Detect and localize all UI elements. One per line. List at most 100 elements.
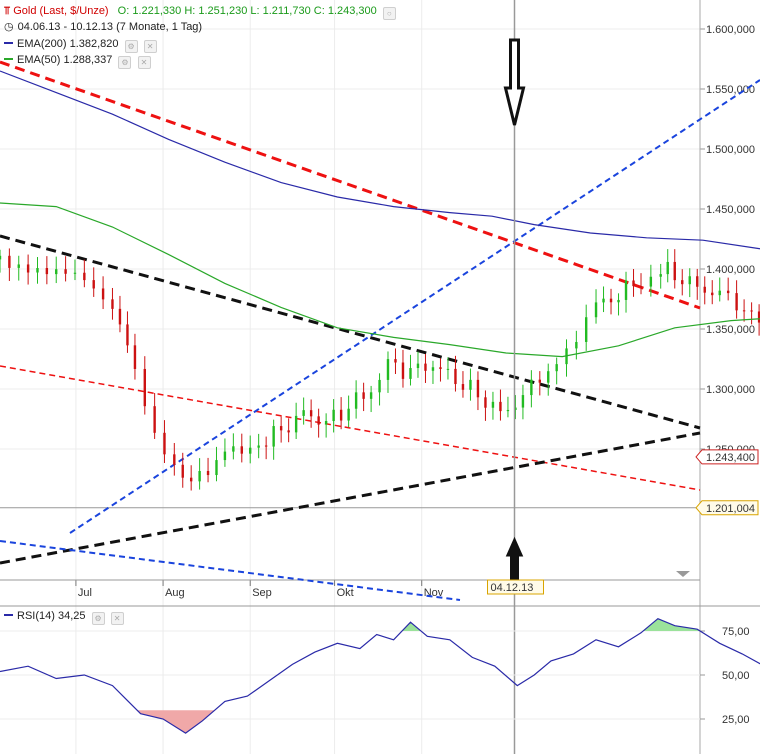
candle-body bbox=[454, 368, 457, 385]
candle-body bbox=[181, 464, 184, 478]
ema200-label: EMA(200) 1.382,820 bbox=[17, 38, 119, 50]
rsi-y-tick-label: 25,00 bbox=[722, 714, 750, 726]
candle-body bbox=[36, 268, 39, 273]
candle-body bbox=[461, 384, 465, 390]
candle-body bbox=[294, 415, 298, 433]
candle-body bbox=[206, 470, 210, 476]
cursor-date-label: 04.12.13 bbox=[491, 582, 534, 594]
candle-body bbox=[55, 269, 58, 275]
rsi-close-button[interactable]: ✕ bbox=[110, 612, 124, 625]
y-tick-label: 1.500,000 bbox=[706, 144, 755, 156]
candle-body bbox=[401, 362, 405, 379]
candle-body bbox=[409, 368, 412, 379]
candle-body bbox=[514, 407, 517, 410]
candle-body bbox=[584, 317, 588, 342]
cursor-date-tag bbox=[487, 579, 544, 595]
candle-body bbox=[602, 298, 605, 303]
y-tick-label: 1.350,000 bbox=[706, 324, 755, 336]
candle-body bbox=[249, 447, 252, 454]
candle-body bbox=[439, 367, 442, 369]
x-tick-label: Okt bbox=[337, 587, 354, 599]
candle-body bbox=[118, 308, 122, 325]
rsi-oversold-fill bbox=[137, 710, 215, 734]
candle-body bbox=[153, 406, 156, 433]
candle-body bbox=[718, 290, 721, 296]
candle-body bbox=[83, 272, 86, 281]
candle-body bbox=[688, 276, 691, 285]
y-tick-label: 1.300,000 bbox=[706, 384, 755, 396]
candle-body bbox=[431, 367, 435, 371]
candle-body bbox=[555, 364, 558, 372]
y-tick-label: 1.450,000 bbox=[706, 204, 755, 216]
legend-ema200: EMA(200) 1.382,820 ⚙ ✕ bbox=[4, 38, 157, 53]
candle-body bbox=[681, 280, 684, 285]
candle-body bbox=[0, 255, 2, 260]
candle-body bbox=[45, 268, 49, 275]
candle-body bbox=[26, 264, 30, 273]
ema200-close-button[interactable]: ✕ bbox=[143, 40, 157, 53]
candle-body bbox=[64, 269, 67, 274]
candle-body bbox=[354, 392, 358, 409]
candle-body bbox=[369, 392, 373, 399]
candle-body bbox=[673, 261, 676, 281]
candle-body bbox=[215, 460, 218, 476]
ema200-settings-button[interactable]: ⚙ bbox=[124, 40, 138, 53]
candle-body bbox=[735, 293, 738, 311]
candle-body bbox=[666, 261, 669, 275]
candle-body bbox=[332, 409, 335, 422]
candle-body bbox=[424, 363, 427, 371]
legend-rsi: RSI(14) 34,25 ⚙ ✕ bbox=[4, 610, 124, 625]
candle-body bbox=[92, 280, 95, 289]
candle-body bbox=[484, 397, 487, 408]
rsi-y-tick-label: 75,00 bbox=[722, 626, 750, 638]
candle-body bbox=[394, 359, 397, 363]
candle-body bbox=[111, 299, 114, 309]
ema50-settings-button[interactable]: ⚙ bbox=[118, 56, 132, 69]
red-downtrend-line-upper bbox=[0, 60, 701, 310]
y-tick-label: 1.550,000 bbox=[706, 84, 755, 96]
candle-body bbox=[632, 280, 635, 287]
candle-body bbox=[198, 470, 201, 482]
candle-body bbox=[272, 426, 275, 447]
candle-body bbox=[476, 379, 480, 398]
candle-body bbox=[17, 264, 20, 268]
candle-body bbox=[232, 446, 235, 452]
candle-body bbox=[469, 379, 472, 390]
legend-instrument: ⫪ Gold (Last, $/Unze) O: 1.221,330 H: 1.2… bbox=[4, 5, 396, 20]
x-tick-label: Aug bbox=[165, 587, 185, 599]
candle-body bbox=[378, 379, 381, 393]
candle-body bbox=[742, 310, 746, 312]
candle-body bbox=[317, 416, 320, 425]
rsi-settings-button[interactable]: ⚙ bbox=[91, 612, 105, 625]
ema200-line bbox=[0, 70, 760, 250]
candle-body bbox=[101, 288, 105, 300]
x-tick-label: Sep bbox=[252, 587, 272, 599]
x-tick-label: Jul bbox=[78, 587, 92, 599]
settings-button[interactable]: ○ bbox=[382, 7, 396, 20]
blue-uptrend-line bbox=[69, 79, 760, 534]
candle-body bbox=[609, 298, 613, 303]
candle-body bbox=[491, 401, 495, 408]
current-price-tag bbox=[695, 449, 759, 465]
ema50-close-button[interactable]: ✕ bbox=[137, 56, 151, 69]
candle-body bbox=[446, 368, 450, 370]
candle-body bbox=[575, 341, 578, 349]
candle-body bbox=[240, 446, 243, 454]
y-tick-label: 1.400,000 bbox=[706, 264, 755, 276]
candle-body bbox=[302, 410, 305, 416]
candle-body bbox=[617, 299, 620, 303]
black-downtrend-line bbox=[0, 234, 701, 430]
candle-body bbox=[189, 477, 193, 482]
candle-body bbox=[264, 445, 268, 447]
rsi-label: RSI(14) 34,25 bbox=[17, 610, 86, 622]
rsi-swatch bbox=[4, 614, 13, 616]
candle-body bbox=[594, 302, 598, 318]
rsi-overbought-fill bbox=[402, 618, 701, 631]
ema200-swatch bbox=[4, 42, 13, 44]
legend-range: ◷ 04.06.13 - 10.12.13 (7 Monate, 1 Tag) bbox=[4, 21, 202, 34]
candle-body bbox=[133, 345, 137, 369]
scroll-down-icon bbox=[676, 571, 690, 577]
candle-body bbox=[726, 290, 730, 294]
candle-body bbox=[362, 392, 365, 399]
